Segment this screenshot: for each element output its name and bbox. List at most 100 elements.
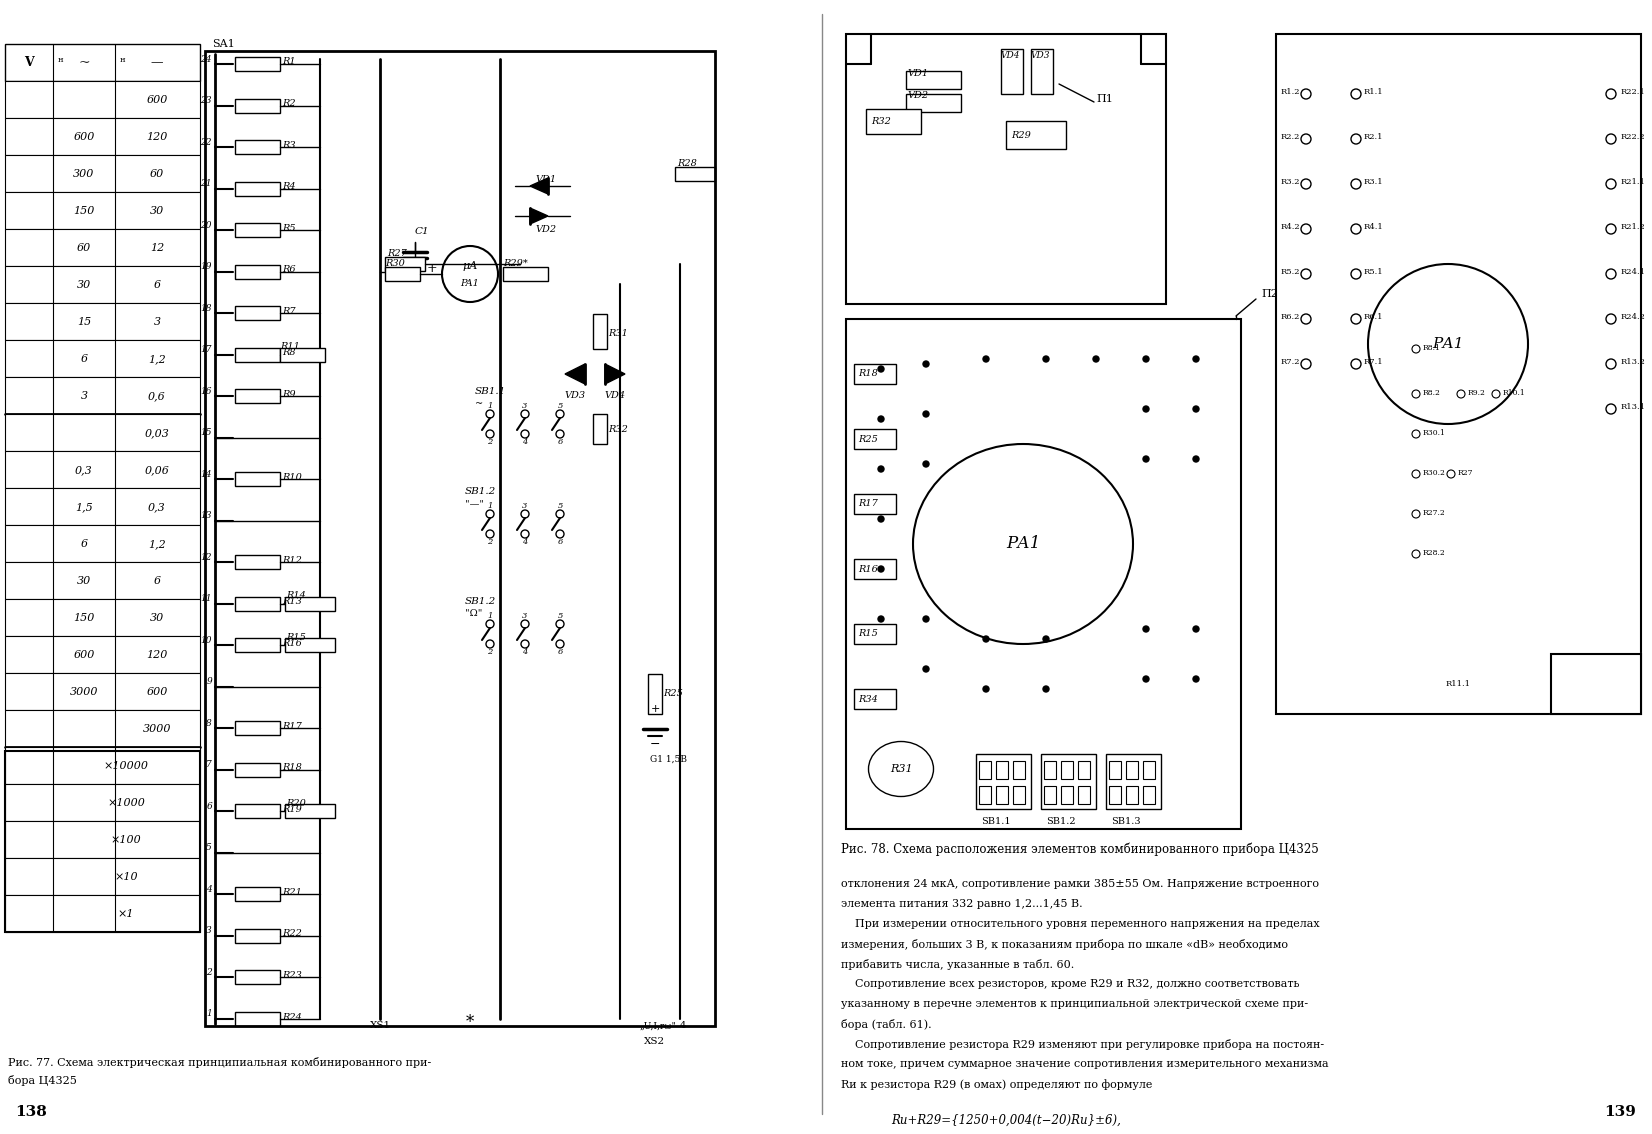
Text: 30: 30	[150, 206, 164, 215]
Bar	[1105, 754, 1161, 809]
Text: прибавить числа, указанные в табл. 60.: прибавить числа, указанные в табл. 60.	[841, 959, 1074, 970]
Text: XS1: XS1	[370, 1022, 390, 1031]
Text: ×100: ×100	[111, 835, 142, 845]
Circle shape	[983, 686, 990, 692]
Text: 6: 6	[81, 539, 88, 549]
Text: 139: 139	[1604, 1105, 1635, 1119]
Text: 0,6: 0,6	[149, 391, 165, 401]
Text: VD4: VD4	[1001, 51, 1021, 60]
Bar	[235, 929, 279, 943]
Bar	[235, 638, 279, 652]
Bar	[1108, 786, 1122, 804]
Text: 600: 600	[73, 132, 94, 142]
Bar	[1013, 761, 1024, 779]
Bar	[996, 761, 1008, 779]
Text: R32: R32	[608, 424, 628, 433]
Bar	[5, 303, 200, 340]
Circle shape	[1193, 356, 1199, 362]
Bar	[976, 754, 1031, 809]
Text: 15: 15	[200, 429, 211, 438]
Bar	[235, 472, 279, 486]
Text: Рис. 77. Схема электрическая принципиальная комбинированного при-: Рис. 77. Схема электрическая принципиаль…	[8, 1057, 431, 1067]
Text: 6: 6	[154, 576, 160, 586]
Polygon shape	[565, 364, 585, 384]
Text: 30: 30	[78, 280, 91, 290]
Text: R9: R9	[282, 390, 296, 399]
Bar	[1551, 654, 1640, 714]
Text: „U,I,rω": „U,I,rω"	[639, 1022, 677, 1031]
Bar	[854, 559, 895, 579]
Bar	[996, 786, 1008, 804]
Text: 3: 3	[522, 401, 527, 411]
Bar	[5, 451, 200, 488]
Text: 30: 30	[78, 576, 91, 586]
Text: 2: 2	[487, 648, 492, 655]
Text: 16: 16	[200, 387, 211, 396]
Text: R31: R31	[608, 330, 628, 339]
Text: 600: 600	[73, 650, 94, 660]
Text: R27: R27	[387, 249, 406, 259]
Text: SB1.2: SB1.2	[1046, 816, 1075, 826]
Bar	[235, 181, 279, 195]
Bar	[980, 786, 991, 804]
Text: 11: 11	[200, 594, 211, 603]
Circle shape	[877, 616, 884, 623]
Text: SB1.1: SB1.1	[476, 388, 506, 397]
Text: 4: 4	[522, 438, 527, 446]
Bar	[502, 266, 548, 281]
Text: "Ω": "Ω"	[464, 609, 482, 618]
Bar	[648, 674, 662, 714]
Text: 7: 7	[206, 761, 211, 769]
Bar	[854, 494, 895, 514]
Bar	[1079, 761, 1090, 779]
Text: 15: 15	[78, 318, 91, 327]
Text: R11: R11	[279, 342, 301, 352]
Circle shape	[1042, 636, 1049, 642]
Text: R21.2: R21.2	[1621, 223, 1645, 231]
Text: R8.2: R8.2	[1422, 389, 1441, 397]
Text: R23: R23	[282, 971, 302, 980]
Text: 1: 1	[487, 401, 492, 411]
Text: SB1.3: SB1.3	[1112, 816, 1140, 826]
Text: R9.2: R9.2	[1469, 389, 1485, 397]
Text: G1 1,5B: G1 1,5B	[649, 754, 687, 763]
Text: 6: 6	[154, 280, 160, 290]
Text: 600: 600	[147, 687, 169, 697]
Bar	[1551, 654, 1640, 714]
Text: VD1: VD1	[909, 69, 928, 78]
Bar	[854, 689, 895, 709]
Text: R19: R19	[282, 805, 302, 814]
Text: 20: 20	[200, 221, 211, 229]
Bar	[5, 376, 200, 414]
Text: 138: 138	[15, 1105, 46, 1119]
Text: SA1: SA1	[211, 39, 235, 49]
Bar	[235, 1012, 279, 1026]
Text: R5.1: R5.1	[1365, 268, 1384, 276]
Text: Сопротивление всех резисторов, кроме R29 и R32, должно соответствовать: Сопротивление всех резисторов, кроме R29…	[841, 979, 1300, 989]
Bar	[866, 109, 922, 134]
Circle shape	[877, 516, 884, 522]
Circle shape	[1094, 356, 1099, 362]
Bar	[385, 266, 420, 281]
Circle shape	[1143, 406, 1150, 412]
Text: R27: R27	[1459, 469, 1474, 477]
Text: R18: R18	[282, 763, 302, 772]
Text: R30.2: R30.2	[1422, 469, 1446, 477]
Text: н: н	[121, 56, 126, 64]
Text: 1: 1	[487, 502, 492, 510]
Text: РА1: РА1	[1006, 535, 1041, 552]
Text: SB1.2: SB1.2	[464, 488, 496, 497]
Text: PA1: PA1	[461, 279, 479, 288]
Bar	[905, 94, 961, 112]
Circle shape	[1193, 406, 1199, 412]
Text: 2: 2	[487, 538, 492, 545]
Bar	[5, 340, 200, 376]
Circle shape	[923, 462, 928, 467]
Text: бора Ц4325: бора Ц4325	[8, 1075, 78, 1085]
Bar	[235, 596, 279, 611]
Text: R24.1: R24.1	[1621, 268, 1645, 276]
Circle shape	[923, 411, 928, 417]
Bar	[286, 638, 335, 652]
Text: 1,2: 1,2	[149, 539, 165, 549]
Text: 0,3: 0,3	[74, 465, 93, 475]
